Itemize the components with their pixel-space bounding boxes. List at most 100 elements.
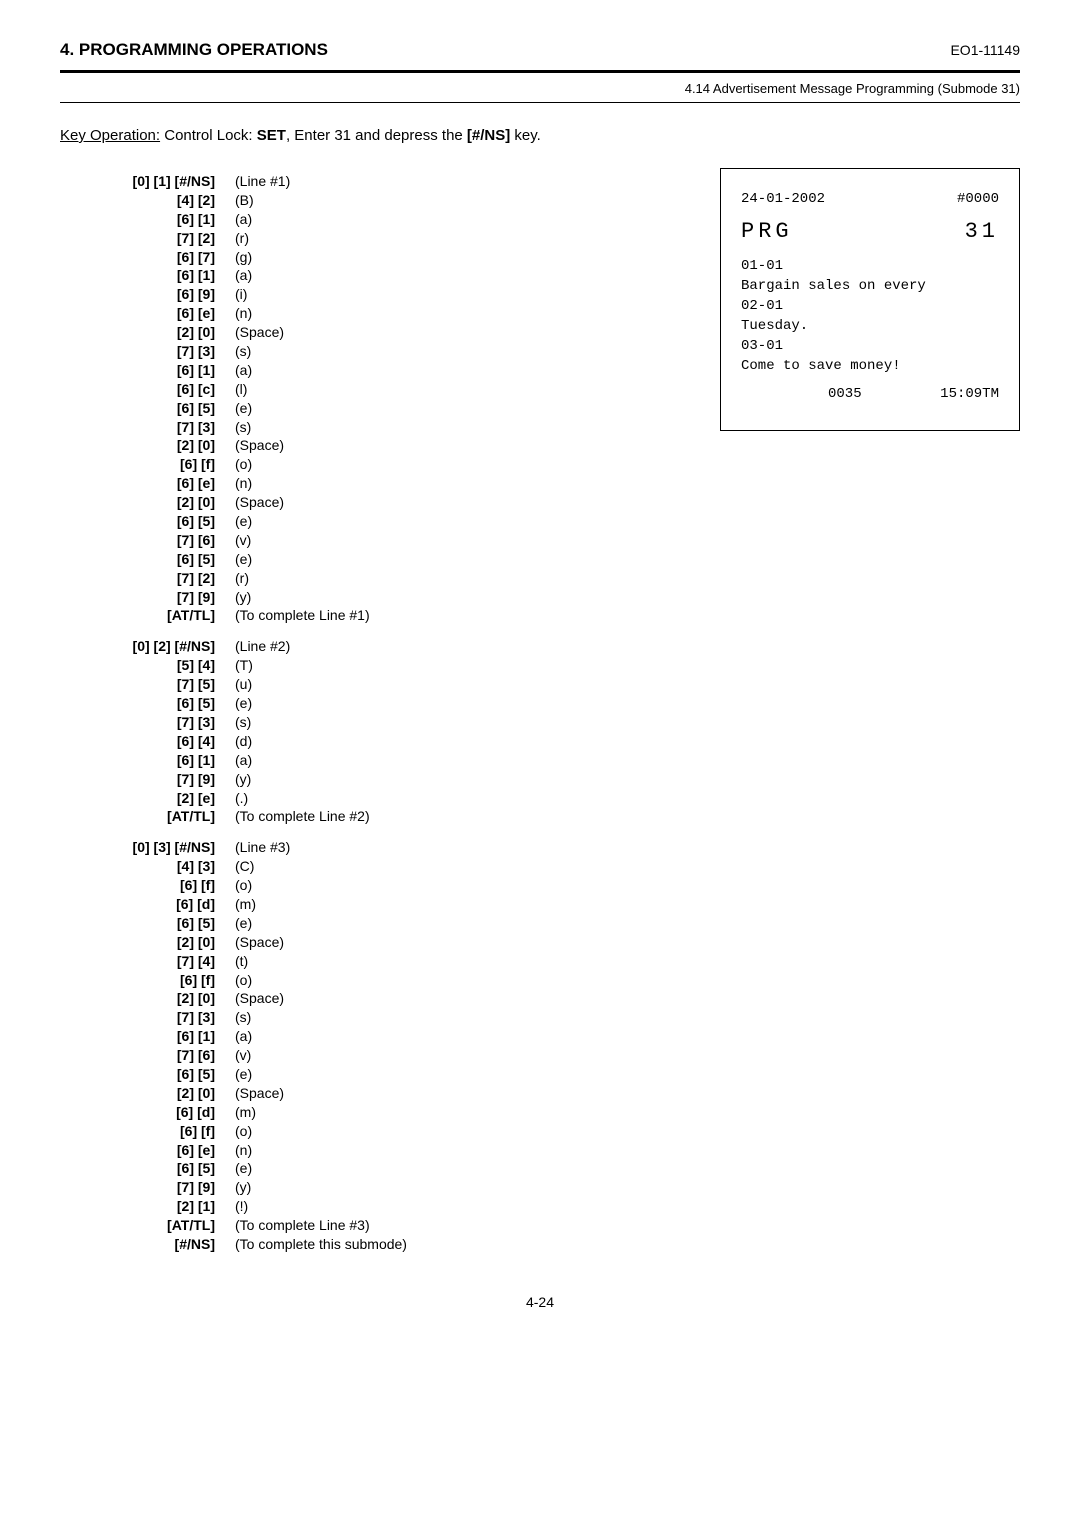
desc-col: (o) <box>235 971 710 990</box>
key-col: [AT/TL] <box>60 1216 235 1235</box>
desc-col: (e) <box>235 550 710 569</box>
key-col: [6] [5] <box>60 512 235 531</box>
key-col: [6] [f] <box>60 1122 235 1141</box>
key-row: [6] [d](m) <box>60 895 710 914</box>
key-col: [6] [1] <box>60 751 235 770</box>
desc-col: (i) <box>235 285 710 304</box>
key-col: [7] [3] <box>60 713 235 732</box>
key-col: [7] [5] <box>60 675 235 694</box>
key-row: [0] [1] [#/NS](Line #1) <box>60 172 710 191</box>
desc-col: (d) <box>235 732 710 751</box>
key-col: [#/NS] <box>60 1235 235 1254</box>
desc-col: (e) <box>235 399 710 418</box>
page-number: 4-24 <box>60 1294 1020 1310</box>
key-row: [6] [5](e) <box>60 550 710 569</box>
key-operation-line: Key Operation: Control Lock: SET, Enter … <box>60 127 1020 144</box>
desc-col: (e) <box>235 914 710 933</box>
receipt-body: 01-01Bargain sales on every02-01Tuesday.… <box>741 258 999 374</box>
key-row: [6] [4](d) <box>60 732 710 751</box>
desc-col: (e) <box>235 1065 710 1084</box>
desc-col: (To complete Line #1) <box>235 606 710 625</box>
key-table: [0] [1] [#/NS](Line #1)[4] [2](B)[6] [1]… <box>60 172 710 1254</box>
key-row: [6] [e](n) <box>60 304 710 323</box>
desc-col: (u) <box>235 675 710 694</box>
key-row: [6] [d](m) <box>60 1103 710 1122</box>
desc-col: (s) <box>235 713 710 732</box>
desc-col: (T) <box>235 656 710 675</box>
desc-col: (v) <box>235 1046 710 1065</box>
desc-col: (C) <box>235 857 710 876</box>
desc-col: (m) <box>235 1103 710 1122</box>
subheader: 4.14 Advertisement Message Programming (… <box>60 81 1020 96</box>
key-col: [7] [9] <box>60 770 235 789</box>
key-col: [7] [6] <box>60 531 235 550</box>
key-col: [6] [5] <box>60 550 235 569</box>
desc-col: (r) <box>235 569 710 588</box>
receipt-header: 24-01-2002 #0000 <box>741 191 999 207</box>
block-spacer <box>60 625 710 637</box>
key-row: [7] [4](t) <box>60 952 710 971</box>
desc-col: (a) <box>235 210 710 229</box>
key-col: [2] [0] <box>60 436 235 455</box>
key-row: [AT/TL](To complete Line #2) <box>60 807 710 826</box>
key-col: [7] [3] <box>60 1008 235 1027</box>
key-row: [2] [0](Space) <box>60 436 710 455</box>
key-col: [6] [1] <box>60 361 235 380</box>
receipt-line: 03-01 <box>741 338 999 354</box>
key-row: [6] [5](e) <box>60 1159 710 1178</box>
key-row: [7] [9](y) <box>60 588 710 607</box>
key-row: [7] [3](s) <box>60 418 710 437</box>
desc-col: (t) <box>235 952 710 971</box>
key-row: [7] [5](u) <box>60 675 710 694</box>
receipt-line: 02-01 <box>741 298 999 314</box>
desc-col: (n) <box>235 1141 710 1160</box>
divider-thick <box>60 70 1020 73</box>
receipt-line: Bargain sales on every <box>741 278 999 294</box>
desc-col: (Line #3) <box>235 838 710 857</box>
key-row: [5] [4](T) <box>60 656 710 675</box>
header-row: 4. PROGRAMMING OPERATIONS EO1-11149 <box>60 40 1020 60</box>
desc-col: (n) <box>235 304 710 323</box>
desc-col: (To complete Line #2) <box>235 807 710 826</box>
key-col: [4] [3] <box>60 857 235 876</box>
key-col: [2] [0] <box>60 933 235 952</box>
key-row: [2] [1](!) <box>60 1197 710 1216</box>
desc-col: (y) <box>235 1178 710 1197</box>
desc-col: (.) <box>235 789 710 808</box>
key-col: [6] [5] <box>60 399 235 418</box>
receipt-mode-num: 31 <box>965 219 999 244</box>
doc-id: EO1-11149 <box>950 42 1020 58</box>
key-col: [AT/TL] <box>60 807 235 826</box>
key-col: [6] [5] <box>60 1065 235 1084</box>
key-col: [6] [e] <box>60 304 235 323</box>
key-row: [0] [2] [#/NS](Line #2) <box>60 637 710 656</box>
key-col: [6] [c] <box>60 380 235 399</box>
key-row: [6] [1](a) <box>60 266 710 285</box>
desc-col: (a) <box>235 266 710 285</box>
key-row: [6] [1](a) <box>60 361 710 380</box>
receipt-consec: #0000 <box>957 191 999 207</box>
key-col: [7] [9] <box>60 1178 235 1197</box>
key-row: [6] [5](e) <box>60 399 710 418</box>
key-row: [6] [1](a) <box>60 1027 710 1046</box>
key-row: [6] [c](l) <box>60 380 710 399</box>
key-row: [4] [2](B) <box>60 191 710 210</box>
key-row: [2] [0](Space) <box>60 323 710 342</box>
receipt-line: Tuesday. <box>741 318 999 334</box>
key-row: [6] [5](e) <box>60 512 710 531</box>
key-col: [6] [f] <box>60 455 235 474</box>
key-row: [7] [3](s) <box>60 342 710 361</box>
key-col: [6] [1] <box>60 210 235 229</box>
key-op-bold1: SET <box>257 127 286 144</box>
key-row: [7] [3](s) <box>60 713 710 732</box>
key-row: [7] [2](r) <box>60 229 710 248</box>
desc-col: (Space) <box>235 493 710 512</box>
desc-col: (Space) <box>235 933 710 952</box>
desc-col: (n) <box>235 474 710 493</box>
desc-col: (Line #1) <box>235 172 710 191</box>
desc-col: (r) <box>235 229 710 248</box>
desc-col: (B) <box>235 191 710 210</box>
key-row: [6] [e](n) <box>60 474 710 493</box>
page: 4. PROGRAMMING OPERATIONS EO1-11149 4.14… <box>0 0 1080 1350</box>
key-col: [7] [2] <box>60 229 235 248</box>
